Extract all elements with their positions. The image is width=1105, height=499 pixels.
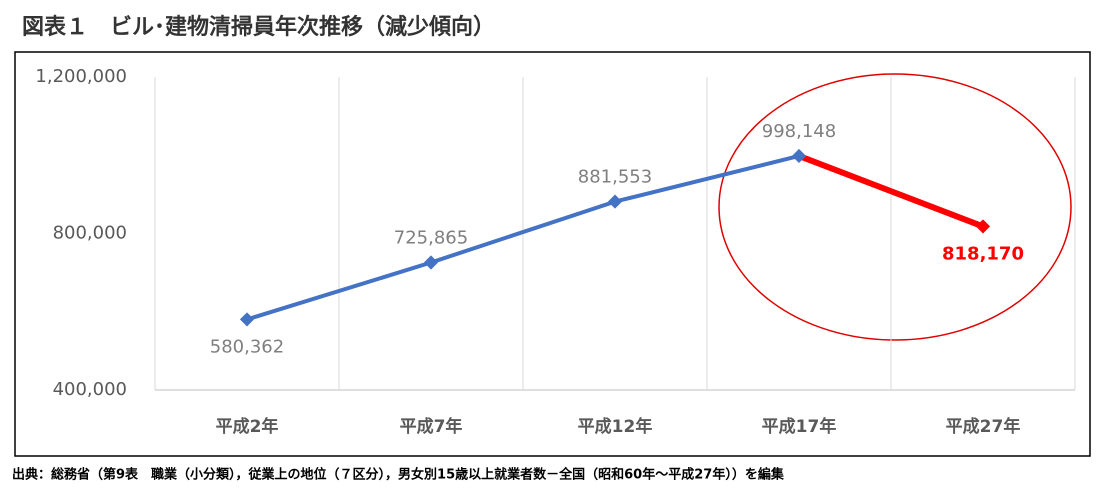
line-segment — [245, 260, 433, 322]
y-tick-label: 1,200,000 — [35, 66, 127, 87]
line-segment — [429, 199, 617, 265]
x-tick-label: 平成27年 — [946, 416, 1021, 437]
x-tick-label: 平成17年 — [762, 416, 837, 437]
data-point — [975, 219, 991, 234]
highlight-ellipse — [718, 73, 1072, 341]
x-tick-label: 平成2年 — [216, 416, 279, 437]
chart-frame — [14, 51, 1091, 457]
x-tick-label: 平成7年 — [400, 416, 463, 437]
data-label: 818,170 — [942, 243, 1024, 264]
data-point — [791, 148, 807, 164]
x-tick-label: 平成12年 — [578, 416, 653, 437]
source-note: 出典：総務省（第9表 職業（小分類），従業上の地位（７区分），男女別15歳以上就… — [12, 467, 785, 483]
data-label: 881,553 — [578, 167, 652, 188]
data-point — [423, 255, 439, 270]
line-segment — [796, 152, 986, 230]
data-label: 725,865 — [394, 228, 468, 249]
y-tick-label: 800,000 — [53, 223, 127, 244]
y-tick-label: 400,000 — [53, 379, 127, 400]
data-label: 580,362 — [210, 336, 284, 357]
data-label: 998,148 — [762, 121, 836, 142]
data-point — [607, 194, 623, 209]
line-segment — [613, 153, 801, 204]
data-point — [239, 312, 255, 327]
chart-title: 図表１ ビル･建物清掃員年次推移（減少傾向） — [22, 14, 495, 40]
